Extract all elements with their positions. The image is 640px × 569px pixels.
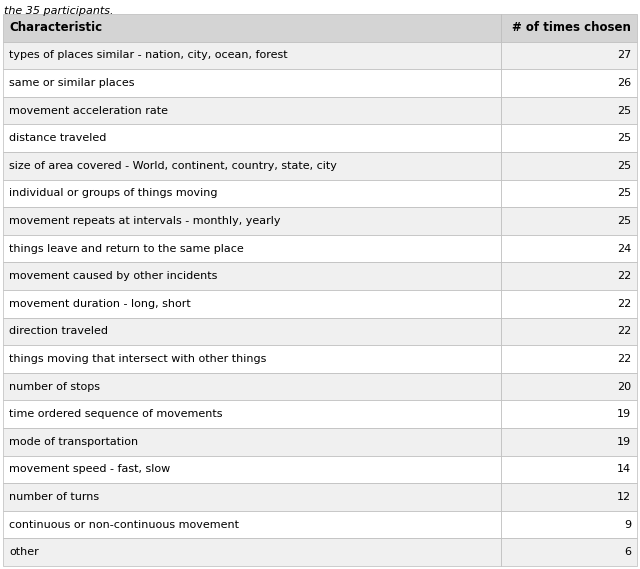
- Bar: [3, 511, 500, 538]
- Bar: [3, 125, 500, 152]
- Text: things leave and return to the same place: things leave and return to the same plac…: [9, 244, 244, 254]
- Bar: [3, 262, 500, 290]
- Text: 22: 22: [617, 354, 631, 364]
- Bar: [3, 401, 500, 428]
- Text: 25: 25: [617, 216, 631, 226]
- Bar: [500, 14, 637, 42]
- Bar: [500, 456, 637, 483]
- Bar: [500, 290, 637, 318]
- Text: size of area covered - World, continent, country, state, city: size of area covered - World, continent,…: [9, 161, 337, 171]
- Bar: [3, 456, 500, 483]
- Text: 27: 27: [617, 51, 631, 60]
- Text: 19: 19: [617, 409, 631, 419]
- Bar: [3, 428, 500, 456]
- Text: movement caused by other incidents: movement caused by other incidents: [9, 271, 218, 281]
- Text: 25: 25: [617, 161, 631, 171]
- Text: types of places similar - nation, city, ocean, forest: types of places similar - nation, city, …: [9, 51, 287, 60]
- Bar: [500, 42, 637, 69]
- Bar: [3, 97, 500, 125]
- Text: number of stops: number of stops: [9, 382, 100, 391]
- Bar: [3, 42, 500, 69]
- Text: Characteristic: Characteristic: [9, 21, 102, 34]
- Bar: [3, 373, 500, 401]
- Text: 6: 6: [624, 547, 631, 557]
- Bar: [500, 180, 637, 207]
- Text: time ordered sequence of movements: time ordered sequence of movements: [9, 409, 223, 419]
- Text: 24: 24: [617, 244, 631, 254]
- Bar: [3, 235, 500, 262]
- Text: movement acceleration rate: movement acceleration rate: [9, 106, 168, 116]
- Text: movement repeats at intervals - monthly, yearly: movement repeats at intervals - monthly,…: [9, 216, 280, 226]
- Text: 12: 12: [617, 492, 631, 502]
- Bar: [3, 180, 500, 207]
- Bar: [500, 373, 637, 401]
- Bar: [3, 318, 500, 345]
- Text: 22: 22: [617, 271, 631, 281]
- Bar: [500, 235, 637, 262]
- Bar: [3, 69, 500, 97]
- Text: number of turns: number of turns: [9, 492, 99, 502]
- Text: 22: 22: [617, 299, 631, 309]
- Text: distance traveled: distance traveled: [9, 133, 106, 143]
- Text: movement duration - long, short: movement duration - long, short: [9, 299, 191, 309]
- Bar: [500, 69, 637, 97]
- Text: 19: 19: [617, 437, 631, 447]
- Bar: [500, 125, 637, 152]
- Bar: [500, 318, 637, 345]
- Text: 22: 22: [617, 327, 631, 336]
- Text: same or similar places: same or similar places: [9, 78, 134, 88]
- Bar: [3, 290, 500, 318]
- Text: things moving that intersect with other things: things moving that intersect with other …: [9, 354, 266, 364]
- Text: 20: 20: [617, 382, 631, 391]
- Text: 14: 14: [617, 464, 631, 475]
- Text: continuous or non-continuous movement: continuous or non-continuous movement: [9, 519, 239, 530]
- Bar: [500, 97, 637, 125]
- Bar: [500, 538, 637, 566]
- Text: 25: 25: [617, 106, 631, 116]
- Bar: [3, 14, 500, 42]
- Bar: [500, 428, 637, 456]
- Bar: [500, 345, 637, 373]
- Text: 25: 25: [617, 188, 631, 199]
- Bar: [3, 483, 500, 511]
- Bar: [500, 262, 637, 290]
- Bar: [500, 207, 637, 235]
- Bar: [500, 401, 637, 428]
- Text: the 35 participants.: the 35 participants.: [4, 6, 113, 16]
- Text: 26: 26: [617, 78, 631, 88]
- Bar: [3, 207, 500, 235]
- Bar: [500, 511, 637, 538]
- Text: other: other: [9, 547, 39, 557]
- Bar: [500, 483, 637, 511]
- Text: 9: 9: [624, 519, 631, 530]
- Text: movement speed - fast, slow: movement speed - fast, slow: [9, 464, 170, 475]
- Text: # of times chosen: # of times chosen: [512, 21, 631, 34]
- Bar: [500, 152, 637, 180]
- Text: individual or groups of things moving: individual or groups of things moving: [9, 188, 218, 199]
- Text: 25: 25: [617, 133, 631, 143]
- Text: mode of transportation: mode of transportation: [9, 437, 138, 447]
- Bar: [3, 538, 500, 566]
- Text: direction traveled: direction traveled: [9, 327, 108, 336]
- Bar: [3, 152, 500, 180]
- Bar: [3, 345, 500, 373]
